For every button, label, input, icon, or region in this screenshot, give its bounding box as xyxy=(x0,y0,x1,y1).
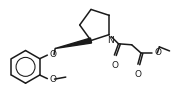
Text: O: O xyxy=(135,70,142,79)
Text: O: O xyxy=(50,50,57,59)
Text: O: O xyxy=(111,61,118,70)
Text: O: O xyxy=(154,49,161,58)
Text: O: O xyxy=(50,75,57,84)
Text: N: N xyxy=(107,36,114,45)
Polygon shape xyxy=(55,38,92,49)
